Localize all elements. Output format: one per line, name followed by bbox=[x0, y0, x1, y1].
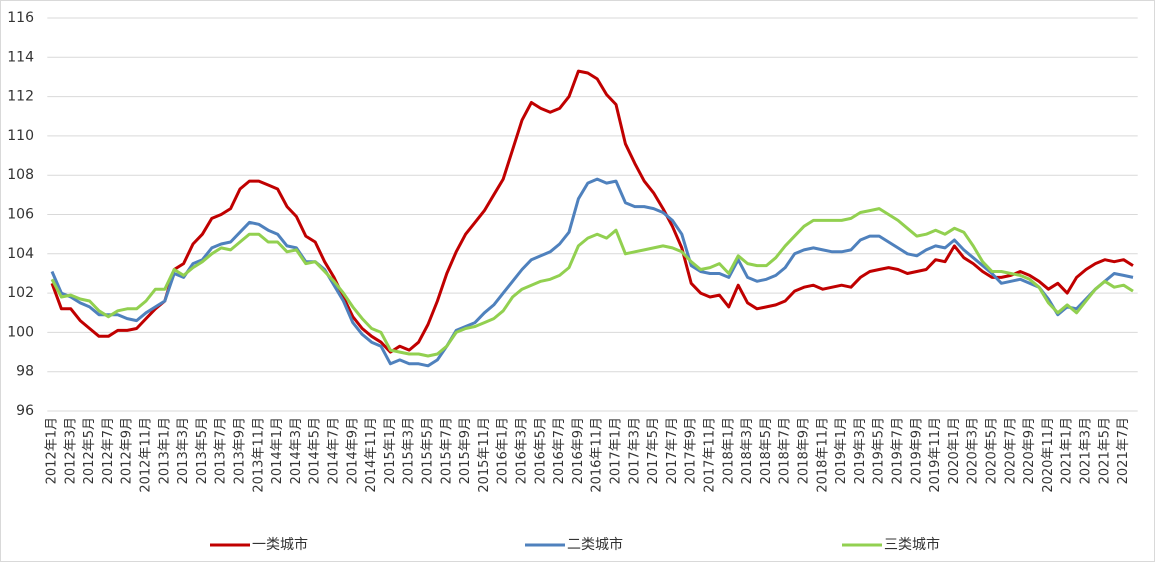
x-tick-label: 2018年3月 bbox=[740, 417, 755, 484]
x-tick-label: 2020年11月 bbox=[1041, 417, 1056, 493]
series-line bbox=[50, 177, 1134, 368]
x-tick-label: 2017年7月 bbox=[665, 417, 680, 484]
x-tick-label: 2012年1月 bbox=[45, 417, 60, 484]
x-tick-label: 2018年11月 bbox=[815, 417, 830, 493]
y-tick-label: 106 bbox=[7, 207, 34, 223]
x-tick-label: 2016年5月 bbox=[533, 417, 548, 484]
x-tick-label: 2014年3月 bbox=[289, 417, 304, 484]
x-tick-label: 2018年9月 bbox=[797, 417, 812, 484]
x-tick-label: 2013年7月 bbox=[214, 417, 229, 484]
x-tick-label: 2017年1月 bbox=[609, 417, 624, 484]
x-tick-label: 2013年1月 bbox=[157, 417, 172, 484]
y-tick-label: 108 bbox=[7, 167, 34, 183]
x-tick-label: 2012年9月 bbox=[120, 417, 135, 484]
x-tick-label: 2018年7月 bbox=[778, 417, 793, 484]
x-tick-label: 2015年7月 bbox=[439, 417, 454, 484]
x-tick-label: 2015年11月 bbox=[477, 417, 492, 493]
x-tick-label: 2015年9月 bbox=[458, 417, 473, 484]
y-tick-label: 116 bbox=[7, 10, 34, 26]
y-tick-label: 100 bbox=[7, 324, 34, 340]
x-tick-label: 2020年7月 bbox=[1003, 417, 1018, 484]
x-tick-label: 2017年3月 bbox=[627, 417, 642, 484]
x-tick-label: 2014年1月 bbox=[270, 417, 285, 484]
legend-label: 三类城市 bbox=[884, 536, 940, 553]
y-tick-label: 98 bbox=[16, 364, 34, 380]
x-tick-label: 2017年5月 bbox=[646, 417, 661, 484]
x-tick-label: 2016年1月 bbox=[496, 417, 511, 484]
x-tick-label: 2012年5月 bbox=[82, 417, 97, 484]
x-tick-label: 2017年11月 bbox=[703, 417, 718, 493]
x-tick-label: 2021年7月 bbox=[1116, 417, 1131, 484]
x-tick-label: 2019年3月 bbox=[853, 417, 868, 484]
y-tick-label: 110 bbox=[7, 128, 34, 144]
x-tick-label: 2014年7月 bbox=[327, 417, 342, 484]
y-tick-label: 104 bbox=[7, 246, 34, 262]
x-tick-label: 2021年3月 bbox=[1079, 417, 1094, 484]
x-tick-label: 2014年11月 bbox=[364, 417, 379, 493]
y-tick-label: 102 bbox=[7, 285, 34, 301]
legend-label: 一类城市 bbox=[252, 536, 308, 553]
x-tick-label: 2012年7月 bbox=[101, 417, 116, 484]
x-tick-label: 2013年9月 bbox=[233, 417, 248, 484]
x-tick-label: 2021年1月 bbox=[1060, 417, 1075, 484]
x-tick-label: 2014年9月 bbox=[345, 417, 360, 484]
y-tick-label: 112 bbox=[7, 89, 34, 105]
x-tick-label: 2020年5月 bbox=[985, 417, 1000, 484]
x-tick-label: 2015年5月 bbox=[421, 417, 436, 484]
x-tick-label: 2012年11月 bbox=[139, 417, 154, 493]
x-tick-label: 2015年3月 bbox=[402, 417, 417, 484]
x-tick-label: 2013年11月 bbox=[251, 417, 266, 493]
x-tick-label: 2018年1月 bbox=[721, 417, 736, 484]
x-tick-label: 2019年11月 bbox=[928, 417, 943, 493]
y-tick-label: 96 bbox=[16, 403, 34, 419]
series-line bbox=[50, 69, 1134, 354]
x-tick-label: 2016年7月 bbox=[552, 417, 567, 484]
x-tick-label: 2019年1月 bbox=[834, 417, 849, 484]
x-tick-label: 2015年1月 bbox=[383, 417, 398, 484]
x-tick-label: 2016年3月 bbox=[515, 417, 530, 484]
x-tick-label: 2013年3月 bbox=[176, 417, 191, 484]
x-tick-label: 2020年9月 bbox=[1022, 417, 1037, 484]
x-tick-label: 2019年5月 bbox=[872, 417, 887, 484]
y-tick-label: 114 bbox=[7, 49, 34, 65]
x-tick-label: 2018年5月 bbox=[759, 417, 774, 484]
series-line bbox=[50, 207, 1134, 358]
x-tick-label: 2014年5月 bbox=[308, 417, 323, 484]
x-tick-label: 2019年7月 bbox=[891, 417, 906, 484]
x-tick-label: 2020年1月 bbox=[947, 417, 962, 484]
x-tick-label: 2013年5月 bbox=[195, 417, 210, 484]
legend-label: 二类城市 bbox=[567, 536, 623, 553]
x-tick-label: 2016年9月 bbox=[571, 417, 586, 484]
x-tick-label: 2017年9月 bbox=[684, 417, 699, 484]
x-tick-label: 2019年9月 bbox=[909, 417, 924, 484]
x-tick-label: 2012年3月 bbox=[63, 417, 78, 484]
x-tick-label: 2016年11月 bbox=[590, 417, 605, 493]
x-tick-label: 2020年3月 bbox=[966, 417, 981, 484]
x-tick-label: 2021年5月 bbox=[1097, 417, 1112, 484]
